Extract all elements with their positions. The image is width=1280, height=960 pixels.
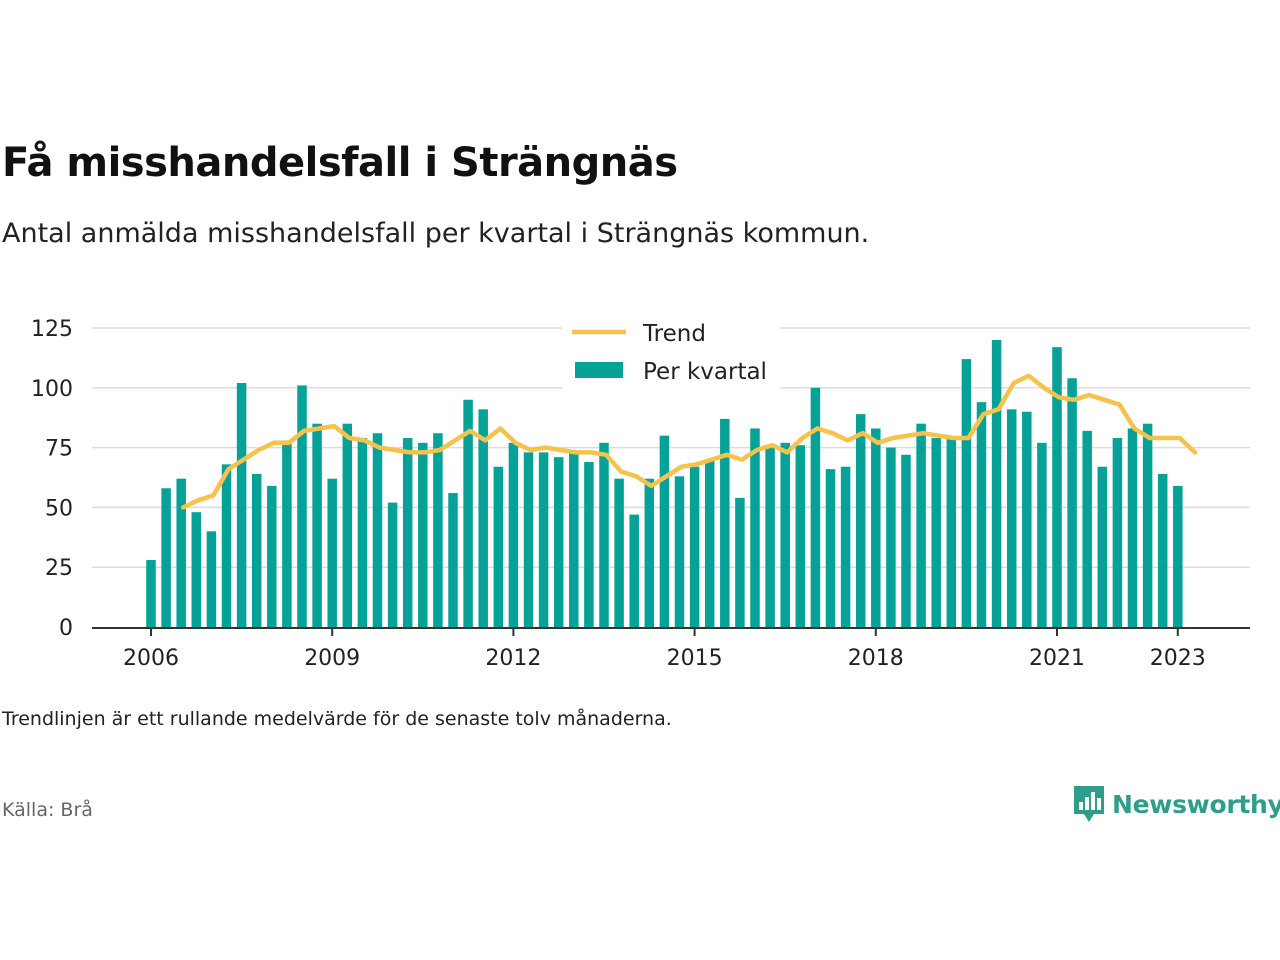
bar [780,442,790,627]
bar [1142,423,1153,627]
chart-source: Källa: Brå [2,799,93,821]
bar [236,383,247,627]
bar [221,464,232,627]
x-tick-label: 2009 [304,646,360,671]
bar [493,466,504,627]
legend: Trend Per kvartal [562,321,780,389]
bar [1022,411,1032,627]
bar [1173,485,1183,627]
bar [206,531,217,627]
x-tick-label: 2015 [667,646,723,671]
legend-trend-label: Trend [642,321,706,347]
bar [418,442,428,627]
bar [191,512,202,627]
x-tick-label: 2018 [848,646,904,671]
bar [1157,473,1168,627]
bar [629,514,639,627]
y-tick-label: 100 [31,377,73,402]
bar [569,452,579,627]
bar [886,447,896,627]
newsworthy-logo-icon [1074,786,1104,822]
bar [901,454,911,627]
bar [1127,428,1138,627]
bar-series [146,339,1183,627]
bar [342,423,353,627]
chart-subtitle: Antal anmälda misshandelsfall per kvarta… [2,218,870,249]
bar [810,387,821,627]
bar [765,447,775,627]
bar [855,414,866,627]
chart-note: Trendlinjen är ett rullande medelvärde f… [2,708,672,730]
bar [176,478,186,627]
x-axis: 2006 2009 2012 2015 2018 2021 2023 [123,628,1206,671]
x-tick-label: 2021 [1029,646,1085,671]
bar [795,445,806,627]
bar [372,433,383,627]
bar [825,469,836,627]
x-tick-label: 2012 [485,646,541,671]
bar [327,478,337,627]
bar [1112,438,1123,627]
legend-bar-label: Per kvartal [643,359,767,385]
bar [161,488,171,627]
bar [644,478,655,627]
bar [1082,430,1092,627]
bar [448,493,458,627]
bar [931,438,941,627]
bar [297,385,307,627]
bar [508,442,519,627]
x-tick-label: 2023 [1150,646,1206,671]
bar [946,438,957,627]
bar [689,466,700,627]
bar [433,433,443,627]
bar [991,339,1002,627]
brand-logo[interactable]: Newsworthy [1072,784,1280,824]
bar [1052,347,1062,627]
brand-name: Newsworthy [1112,789,1280,819]
y-tick-label: 75 [45,437,73,462]
bar [267,485,277,627]
bar [584,461,594,627]
bar [735,497,745,627]
y-axis: 0 25 50 75 100 125 [31,317,73,641]
bar [1097,466,1108,627]
legend-bar-swatch [575,362,623,378]
bar [282,440,292,627]
y-tick-label: 50 [45,496,73,521]
bar [840,466,851,627]
bar [1037,442,1047,627]
bar [523,452,534,627]
bar [750,428,760,627]
bar [402,438,413,627]
x-tick-label: 2006 [123,646,179,671]
chart-title: Få misshandelsfall i Strängnäs [2,140,678,186]
bar [478,409,488,627]
bar [659,435,670,627]
bar [357,438,368,627]
bar [1067,378,1077,627]
bar [146,560,156,627]
y-tick-label: 0 [59,616,73,641]
y-tick-label: 25 [45,556,73,581]
bar [599,442,609,627]
bar [704,459,715,627]
bar [251,473,262,627]
bar [871,428,881,627]
bar [720,418,730,627]
bar [976,402,987,627]
y-tick-label: 125 [31,317,73,342]
bar [674,476,685,627]
bar [553,457,564,627]
trend-line [180,373,1198,510]
bar [387,502,398,627]
bar [463,399,473,627]
bar [312,423,322,627]
bar [1006,409,1017,627]
bar [916,423,926,627]
bar [614,478,624,627]
bar [961,359,972,627]
bar [538,452,549,627]
